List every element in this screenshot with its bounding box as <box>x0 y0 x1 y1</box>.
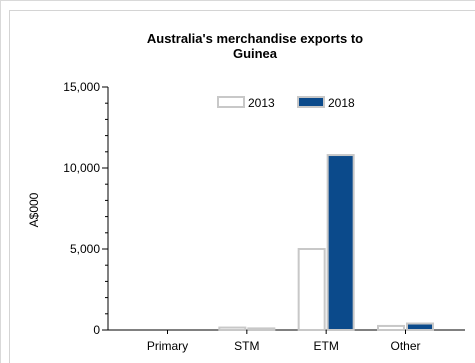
x-tick-label-primary: Primary <box>147 339 188 353</box>
y-tick-label: 10,000 <box>63 161 100 175</box>
chart-title-line-1: Australia's merchandise exports to <box>147 31 363 46</box>
chart-title-line-2: Guinea <box>233 46 278 61</box>
x-tick-label-other: Other <box>390 339 420 353</box>
x-tick-label-etm: ETM <box>313 339 338 353</box>
bar-2018-other <box>406 322 434 331</box>
y-tick-label: 15,000 <box>63 80 100 94</box>
legend-swatch-2013 <box>217 96 245 108</box>
y-tick-label: 0 <box>93 323 100 337</box>
bar-2018-etm <box>326 154 355 331</box>
legend-swatch-2018 <box>297 96 325 108</box>
bar-2018-stm <box>247 327 276 332</box>
legend-label-2018: 2018 <box>328 96 355 110</box>
bar-2013-other <box>377 324 405 332</box>
chart-panel <box>9 10 475 363</box>
plot-area: 0 5,000 10,000 15,000 Primary STM ETM Other 2013… <box>63 80 465 353</box>
x-tick-label-stm: STM <box>234 339 259 353</box>
y-tick-label: 5,000 <box>70 242 100 256</box>
bar-2013-etm <box>297 248 326 331</box>
bar-2013-stm <box>218 326 247 332</box>
y-axis-label: A$000 <box>27 192 41 227</box>
legend-label-2013: 2013 <box>248 96 275 110</box>
